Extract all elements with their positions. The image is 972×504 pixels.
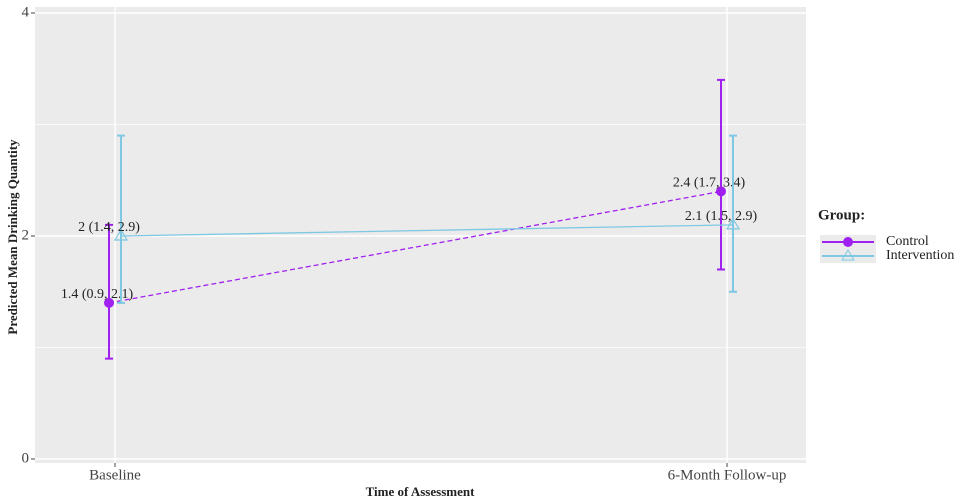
point [725,217,741,230]
y-tick-label: 2 [22,227,30,243]
legend-marker [841,249,855,261]
legend-label: Control [886,234,929,249]
y-tick-label: 4 [22,4,30,20]
data-label: 1.4 (0.9, 2.1) [61,287,134,302]
legend-title: Group: [818,207,865,223]
y-axis-title: Predicted Mean Drinking Quantity [5,139,20,335]
x-tick-label: 6-Month Follow-up [668,467,787,483]
data-label: 2 (1.4, 2.9) [78,220,140,235]
error-bar [717,78,725,271]
legend-label: Intervention [886,248,954,263]
error-bar [105,223,113,360]
data-label: 2.4 (1.7, 3.4) [673,176,746,191]
y-tick-label: 0 [22,450,30,466]
series-line [120,224,734,237]
x-axis-title: Time of Assessment [366,484,475,499]
point [113,228,129,241]
point [716,186,726,197]
error-bar [117,134,125,304]
data-label: 2.1 (1.5, 2.9) [685,209,758,224]
point [104,297,114,308]
x-tick-label: Baseline [89,467,141,483]
error-bar [729,134,737,293]
legend-marker [843,237,853,247]
